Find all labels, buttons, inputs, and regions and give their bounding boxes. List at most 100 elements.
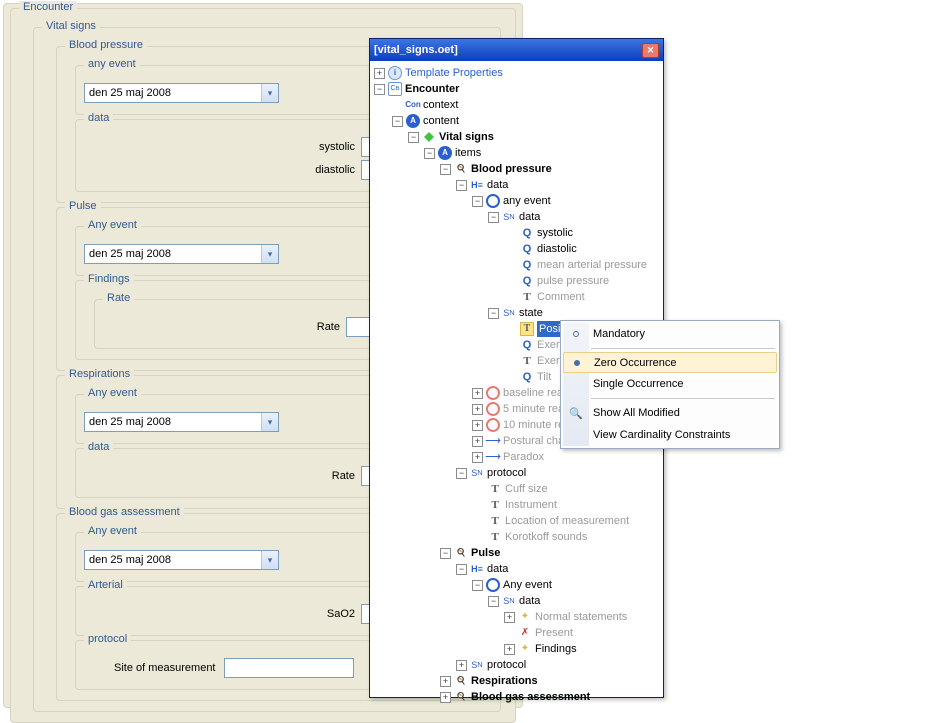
blood-pressure-legend: Blood pressure bbox=[65, 39, 147, 51]
observation-icon: 🍳 bbox=[454, 690, 468, 704]
tree-pulse-data[interactable]: data bbox=[487, 561, 508, 577]
tree-present[interactable]: Present bbox=[535, 625, 573, 641]
tree-postural[interactable]: Postural cha bbox=[503, 433, 564, 449]
tree-baseline[interactable]: baseline rea bbox=[503, 385, 563, 401]
expand-icon[interactable]: + bbox=[456, 660, 467, 671]
menu-zero-occurrence[interactable]: Zero Occurrence bbox=[563, 352, 777, 373]
tree-instrument[interactable]: Instrument bbox=[505, 497, 557, 513]
tree-any-event-lc[interactable]: any event bbox=[503, 193, 551, 209]
menu-show-all-modified[interactable]: 🔍Show All Modified bbox=[563, 402, 777, 424]
bga-date-value: den 25 maj 2008 bbox=[89, 554, 171, 566]
expand-icon[interactable]: + bbox=[440, 692, 451, 703]
tree-pulse-pressure[interactable]: pulse pressure bbox=[537, 273, 609, 289]
expand-icon[interactable]: + bbox=[440, 676, 451, 687]
expand-icon[interactable]: + bbox=[472, 404, 483, 415]
tree-items[interactable]: items bbox=[455, 145, 481, 161]
expand-icon[interactable]: + bbox=[472, 420, 483, 431]
collapse-icon[interactable]: − bbox=[408, 132, 419, 143]
bp-any-event-legend: any event bbox=[84, 58, 140, 70]
menu-view-cardinality[interactable]: View Cardinality Constraints bbox=[563, 424, 777, 446]
collapse-icon[interactable]: − bbox=[424, 148, 435, 159]
resp-any-event-legend: Any event bbox=[84, 387, 141, 399]
bp-date-combo[interactable]: den 25 maj 2008 ▾ bbox=[84, 83, 279, 103]
tree-systolic[interactable]: systolic bbox=[537, 225, 573, 241]
collapse-icon[interactable]: − bbox=[472, 196, 483, 207]
bga-any-event-legend: Any event bbox=[84, 525, 141, 537]
tree-comment[interactable]: Comment bbox=[537, 289, 585, 305]
collapse-icon[interactable]: − bbox=[456, 468, 467, 479]
tree-protocol[interactable]: protocol bbox=[487, 465, 526, 481]
quantity-icon: Q bbox=[520, 274, 534, 288]
context-menu[interactable]: Mandatory Zero Occurrence Single Occurre… bbox=[560, 320, 780, 449]
tree-cuff[interactable]: Cuff size bbox=[505, 481, 548, 497]
tree-state[interactable]: state bbox=[519, 305, 543, 321]
tree-normal[interactable]: Normal statements bbox=[535, 609, 627, 625]
expand-icon[interactable]: + bbox=[472, 452, 483, 463]
history-icon: H≡ bbox=[470, 178, 484, 192]
pulse-date-combo[interactable]: den 25 maj 2008 ▾ bbox=[84, 244, 279, 264]
tree-tilt[interactable]: Tilt bbox=[537, 369, 551, 385]
tree-pulse-data2[interactable]: data bbox=[519, 593, 540, 609]
tree-paradox[interactable]: Paradox bbox=[503, 449, 544, 465]
expand-icon[interactable]: + bbox=[504, 612, 515, 623]
chevron-down-icon[interactable]: ▾ bbox=[261, 413, 278, 431]
collapse-icon[interactable]: − bbox=[392, 116, 403, 127]
bga-protocol-legend: protocol bbox=[84, 633, 131, 645]
tree-korotkoff[interactable]: Korotkoff sounds bbox=[505, 529, 587, 545]
tree-respirations[interactable]: Respirations bbox=[471, 673, 538, 689]
event-icon bbox=[486, 386, 500, 400]
chevron-down-icon[interactable]: ▾ bbox=[261, 84, 278, 102]
expand-icon[interactable]: + bbox=[472, 436, 483, 447]
collapse-icon[interactable]: − bbox=[440, 548, 451, 559]
tree-template-properties[interactable]: Template Properties bbox=[405, 65, 503, 81]
tree-exer-a[interactable]: Exer bbox=[537, 337, 560, 353]
tree-bga[interactable]: Blood gas assessment bbox=[471, 689, 590, 705]
window-titlebar[interactable]: [vital_signs.oet] ✕ bbox=[370, 39, 663, 61]
tree-context[interactable]: context bbox=[423, 97, 458, 113]
tree-content[interactable]: content bbox=[423, 113, 459, 129]
tree-bp[interactable]: Blood pressure bbox=[471, 161, 552, 177]
tree-pulse-protocol[interactable]: protocol bbox=[487, 657, 526, 673]
tree-pulse[interactable]: Pulse bbox=[471, 545, 500, 561]
tree-exer-b[interactable]: Exer bbox=[537, 353, 560, 369]
expand-icon[interactable]: + bbox=[472, 388, 483, 399]
struct-icon: SN bbox=[470, 466, 484, 480]
tree-pulse-any-event[interactable]: Any event bbox=[503, 577, 552, 593]
tree-encounter[interactable]: Encounter bbox=[405, 81, 459, 97]
chevron-down-icon[interactable]: ▾ bbox=[261, 551, 278, 569]
tree-vital-signs[interactable]: Vital signs bbox=[439, 129, 494, 145]
collapse-icon[interactable]: − bbox=[472, 580, 483, 591]
menu-mandatory[interactable]: Mandatory bbox=[563, 323, 777, 345]
bga-date-combo[interactable]: den 25 maj 2008 ▾ bbox=[84, 550, 279, 570]
resp-date-combo[interactable]: den 25 maj 2008 ▾ bbox=[84, 412, 279, 432]
bga-legend: Blood gas assessment bbox=[65, 506, 184, 518]
tree-findings[interactable]: Findings bbox=[535, 641, 577, 657]
pulse-rate-label: Rate bbox=[317, 321, 340, 333]
chevron-down-icon[interactable]: ▾ bbox=[261, 245, 278, 263]
tree-loc[interactable]: Location of measurement bbox=[505, 513, 629, 529]
tree-map[interactable]: mean arterial pressure bbox=[537, 257, 647, 273]
tree-bp-data[interactable]: data bbox=[487, 177, 508, 193]
close-icon[interactable]: ✕ bbox=[642, 43, 659, 58]
collapse-icon[interactable]: − bbox=[456, 564, 467, 575]
collapse-icon[interactable]: − bbox=[374, 84, 385, 95]
observation-icon: 🍳 bbox=[454, 674, 468, 688]
expand-icon[interactable]: + bbox=[504, 644, 515, 655]
tree-5min[interactable]: 5 minute rea bbox=[503, 401, 564, 417]
tree-bp-data2[interactable]: data bbox=[519, 209, 540, 225]
collapse-icon[interactable]: − bbox=[456, 180, 467, 191]
tree-diastolic[interactable]: diastolic bbox=[537, 241, 577, 257]
history-icon: H≡ bbox=[470, 562, 484, 576]
site-input[interactable] bbox=[224, 658, 354, 678]
collapse-icon[interactable]: − bbox=[488, 212, 499, 223]
text-icon: T bbox=[488, 530, 502, 544]
expand-icon[interactable]: + bbox=[374, 68, 385, 79]
menu-single-occurrence[interactable]: Single Occurrence bbox=[563, 373, 777, 395]
tree-10min[interactable]: 10 minute re bbox=[503, 417, 564, 433]
resp-rate-label: Rate bbox=[332, 470, 355, 482]
quantity-icon: Q bbox=[520, 242, 534, 256]
collapse-icon[interactable]: − bbox=[488, 308, 499, 319]
info-icon: i bbox=[388, 66, 402, 80]
collapse-icon[interactable]: − bbox=[488, 596, 499, 607]
collapse-icon[interactable]: − bbox=[440, 164, 451, 175]
